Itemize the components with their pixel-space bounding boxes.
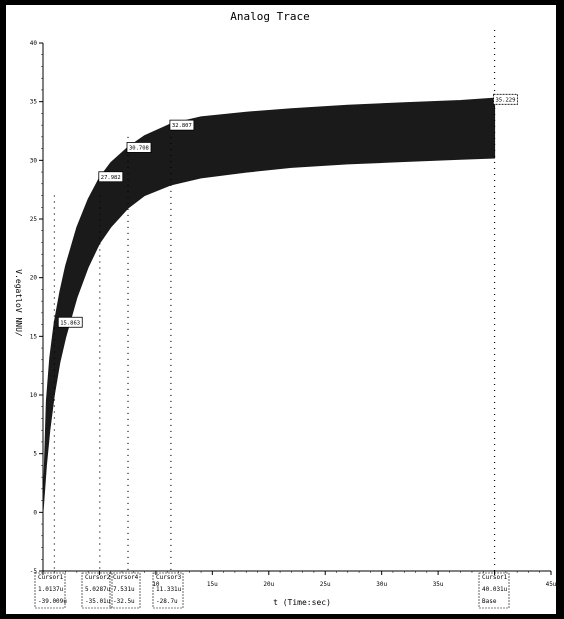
annotation-box bbox=[57, 316, 83, 328]
cursor-readout-box bbox=[109, 572, 141, 609]
y-tick-label: 35 bbox=[30, 99, 38, 106]
x-axis-title: t (Time:sec) bbox=[273, 598, 331, 607]
cursor-name: Cursor1 bbox=[38, 574, 64, 581]
annotation-label: 15.863 bbox=[60, 320, 80, 326]
cursor-readout-box bbox=[34, 572, 66, 609]
chart-title: Analog Trace bbox=[230, 10, 309, 23]
trace-band bbox=[42, 97, 496, 513]
cursor-lines bbox=[53, 30, 496, 571]
x-tick-label: 15u bbox=[207, 581, 218, 588]
cursor-name: Cursor3 bbox=[156, 574, 182, 581]
annotation-label: 27.982 bbox=[101, 175, 121, 181]
cursor-time: 11.331u bbox=[156, 586, 182, 593]
cursor-delta: -35.01u bbox=[85, 598, 111, 605]
cursor-time: 7.531u bbox=[113, 586, 135, 593]
x-tick-label: 25u bbox=[320, 581, 331, 588]
cursor-time: 5.0287u bbox=[85, 586, 111, 593]
cursor-name: Cursor1 bbox=[482, 574, 508, 581]
y-tick-label: 0 bbox=[33, 509, 37, 516]
cursor-delta: Base bbox=[482, 598, 497, 605]
y-tick-label: 25 bbox=[30, 216, 38, 223]
cursor-name: Cursor4 bbox=[113, 574, 139, 581]
annotation-box bbox=[169, 119, 195, 131]
x-tick-label: 20u bbox=[263, 581, 274, 588]
plot-panel: Analog Trace 40 35 30 25 20 15 10 5 0 -5 15u 20u 25u… bbox=[6, 5, 556, 614]
cursor-delta: -32.5u bbox=[113, 598, 135, 605]
cursor-readout-box bbox=[81, 572, 113, 609]
cursor-readout-box bbox=[478, 572, 510, 609]
y-tick-label: 10 bbox=[30, 392, 38, 399]
y-tick-label: 40 bbox=[30, 40, 38, 47]
annotation-label: 32.807 bbox=[172, 123, 192, 129]
cursor-readouts: Cursor1 1.0137u -39.009u Cursor2 5.0287u -35.… bbox=[34, 572, 510, 609]
cursor-time: 1.0137u bbox=[38, 586, 64, 593]
y-tick-label: -5 bbox=[30, 568, 38, 575]
y-tick-label: 20 bbox=[30, 275, 38, 282]
cursor-time: 40.031u bbox=[482, 586, 508, 593]
cursor-delta: -28.7u bbox=[156, 598, 178, 605]
y-axis-title: V.egatloV NNU/ bbox=[14, 269, 23, 337]
cursor-name: Cursor2 bbox=[85, 574, 111, 581]
analog-trace-chart: Analog Trace 40 35 30 25 20 15 10 5 0 -5 15u 20u 25u… bbox=[14, 10, 556, 609]
annotation-label: 30.708 bbox=[129, 145, 149, 151]
value-annotations: 15.863 27.982 30.708 32.807 35.229 bbox=[57, 93, 518, 328]
x-tick-label: 30u bbox=[376, 581, 387, 588]
trace-band-area bbox=[42, 97, 496, 513]
y-tick-label: 15 bbox=[30, 333, 38, 340]
x-tick-label: 45u bbox=[546, 581, 556, 588]
cursor-readout-box bbox=[152, 572, 184, 609]
annotation-box bbox=[126, 142, 152, 153]
annotation-box bbox=[493, 93, 518, 105]
y-tick-label: 5 bbox=[33, 451, 37, 458]
x-tick-label: 10 bbox=[152, 581, 160, 588]
y-tick-label: 30 bbox=[30, 157, 38, 164]
x-tick-label: 35u bbox=[433, 581, 444, 588]
annotation-box bbox=[98, 171, 124, 183]
cursor-delta: -39.009u bbox=[38, 598, 67, 605]
axes: 40 35 30 25 20 15 10 5 0 -5 15u 20u 25u 30u 35u 45u 10 bbox=[30, 40, 556, 588]
annotation-label: 35.229 bbox=[496, 97, 516, 103]
